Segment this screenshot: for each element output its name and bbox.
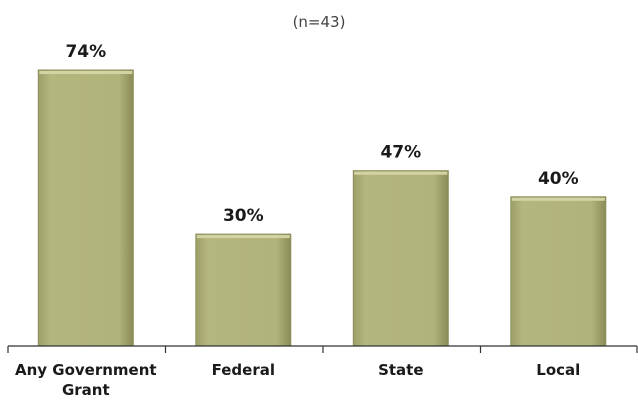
bar-highlight <box>196 235 290 239</box>
bar-local <box>510 196 607 347</box>
chart-subtitle: (n=43) <box>293 13 346 31</box>
category-labels-group: Any Government Grant Federal State Local <box>15 361 580 399</box>
x-axis <box>7 345 638 353</box>
value-label: 40% <box>538 169 579 189</box>
category-label: Local <box>536 361 580 379</box>
value-label: 47% <box>380 143 421 163</box>
bar-highlight <box>511 197 605 201</box>
bar-any-government-grant <box>37 69 134 347</box>
category-label: Grant <box>62 381 110 399</box>
category-label: Federal <box>212 361 275 379</box>
value-labels-group: 74% 30% 47% 40% <box>65 42 578 226</box>
category-label: Any Government <box>15 361 157 379</box>
value-label: 74% <box>65 42 106 62</box>
bar-state <box>352 170 449 347</box>
category-label: State <box>378 361 423 379</box>
bar-highlight <box>354 171 448 175</box>
bar-federal <box>195 233 292 347</box>
bar-highlight <box>39 71 133 74</box>
bars-group <box>37 69 607 347</box>
value-label: 30% <box>223 206 264 226</box>
